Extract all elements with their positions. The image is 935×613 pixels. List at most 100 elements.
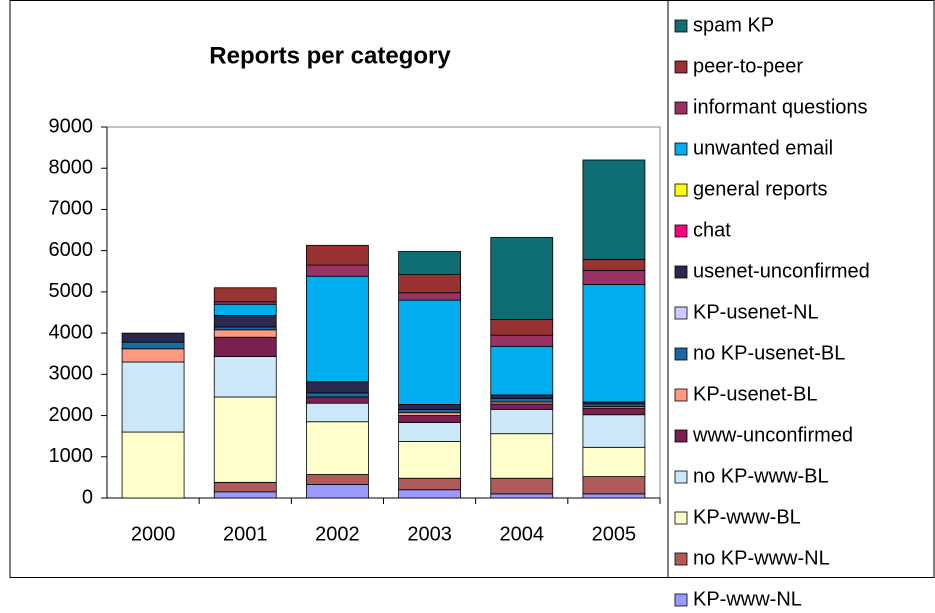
bar-segment — [213, 314, 277, 328]
bar-segment — [398, 404, 461, 410]
legend-label: KP-usenet-BL — [693, 383, 818, 405]
bar-segment — [582, 270, 646, 285]
y-tick-label: 5000 — [49, 280, 94, 302]
legend-swatch — [674, 183, 688, 197]
x-tick-label: 2003 — [407, 523, 452, 545]
legend-swatch — [674, 265, 688, 279]
y-tick-label: 3000 — [49, 363, 94, 385]
bar-segment — [306, 474, 369, 485]
bar-segment — [306, 483, 369, 499]
bar-segment — [398, 422, 461, 442]
bar-segment — [121, 341, 185, 350]
bar-segment — [490, 433, 554, 479]
x-tick-label: 2001 — [223, 523, 268, 545]
bar-segment — [398, 441, 461, 479]
bar-segment — [306, 392, 369, 398]
bar-segment — [306, 396, 369, 404]
bar-segment — [213, 356, 277, 398]
legend-label: chat — [693, 219, 731, 241]
bar-segment — [582, 258, 646, 271]
legend-swatch — [674, 224, 688, 238]
legend-swatch — [674, 306, 688, 320]
y-tick-label: 1000 — [49, 445, 94, 467]
plot-area — [106, 126, 661, 499]
bar-segment — [582, 414, 646, 448]
legend-swatch — [674, 19, 688, 33]
bar-segment — [490, 394, 554, 399]
legend-label: usenet-unconfirmed — [693, 260, 870, 282]
bar-segment — [121, 361, 185, 433]
legend-swatch — [674, 511, 688, 525]
legend-swatch — [674, 429, 688, 443]
bar-segment — [398, 412, 461, 416]
bar-segment — [213, 303, 277, 316]
legend-swatch — [674, 470, 688, 484]
bar-segment — [582, 493, 646, 499]
x-tick-label: 2005 — [592, 523, 637, 545]
bar-segment — [398, 251, 461, 275]
bar-segment — [398, 292, 461, 301]
y-tick-label: 0 — [82, 486, 93, 508]
bar-segment — [306, 244, 369, 266]
bar-segment — [121, 348, 185, 363]
legend-label: www-unconfirmed — [692, 424, 853, 446]
bar-segment — [213, 287, 277, 303]
legend-label: unwanted email — [693, 137, 833, 159]
y-tick-label: 6000 — [49, 239, 94, 261]
x-tick-label: 2002 — [315, 523, 360, 545]
legend-label: KP-www-BL — [693, 506, 801, 528]
legend-label: informant questions — [693, 96, 868, 118]
bar-segment — [213, 329, 277, 338]
legend-label: no KP-www-BL — [693, 465, 829, 487]
bar-segment — [213, 326, 277, 331]
bar-segment — [121, 431, 185, 499]
legend-swatch — [674, 347, 688, 361]
legend-swatch — [674, 60, 688, 74]
bar-segment — [490, 408, 554, 435]
bar-segment — [213, 336, 277, 358]
legend-label: no KP-www-NL — [693, 547, 830, 569]
bar-segment — [398, 477, 461, 491]
bar-segment — [490, 477, 554, 495]
bar-segment — [398, 274, 461, 294]
legend-label: KP-www-NL — [693, 588, 802, 610]
bar-segment — [490, 237, 554, 320]
bar-segment — [582, 476, 646, 495]
legend-label: spam KP — [693, 14, 774, 36]
y-tick-label: 7000 — [49, 198, 94, 220]
y-tick-label: 8000 — [49, 157, 94, 179]
bar-segment — [213, 396, 277, 483]
bar-segment — [582, 284, 646, 403]
bar-segment — [582, 407, 646, 416]
bar-segment — [306, 381, 369, 394]
bar-segment — [306, 264, 369, 277]
bar-segment — [582, 159, 646, 260]
bar-segment — [398, 415, 461, 423]
y-tick-label: 9000 — [49, 115, 94, 137]
legend-label: general reports — [693, 178, 828, 200]
bar-segment — [306, 421, 369, 475]
bar-segment — [398, 408, 461, 414]
bar-segment — [213, 491, 277, 499]
bar-segment — [490, 319, 554, 336]
bar-segment — [490, 397, 554, 403]
bar-segment — [490, 493, 554, 499]
legend-label: peer-to-peer — [693, 55, 803, 77]
legend-label: no KP-usenet-BL — [693, 342, 845, 364]
bar-segment — [490, 403, 554, 410]
bar-segment — [398, 299, 461, 405]
bar-segment — [213, 481, 277, 493]
legend-swatch — [674, 593, 688, 607]
legend-swatch — [674, 142, 688, 156]
legend-swatch — [674, 388, 688, 402]
legend-swatch — [674, 552, 688, 566]
bar-segment — [490, 345, 554, 396]
bar-segment — [306, 402, 369, 423]
y-tick-label: 2000 — [49, 404, 94, 426]
chart-title: Reports per category — [209, 42, 451, 69]
bar-segment — [121, 332, 185, 343]
bar-segment — [306, 275, 369, 383]
y-tick-label: 4000 — [49, 321, 94, 343]
